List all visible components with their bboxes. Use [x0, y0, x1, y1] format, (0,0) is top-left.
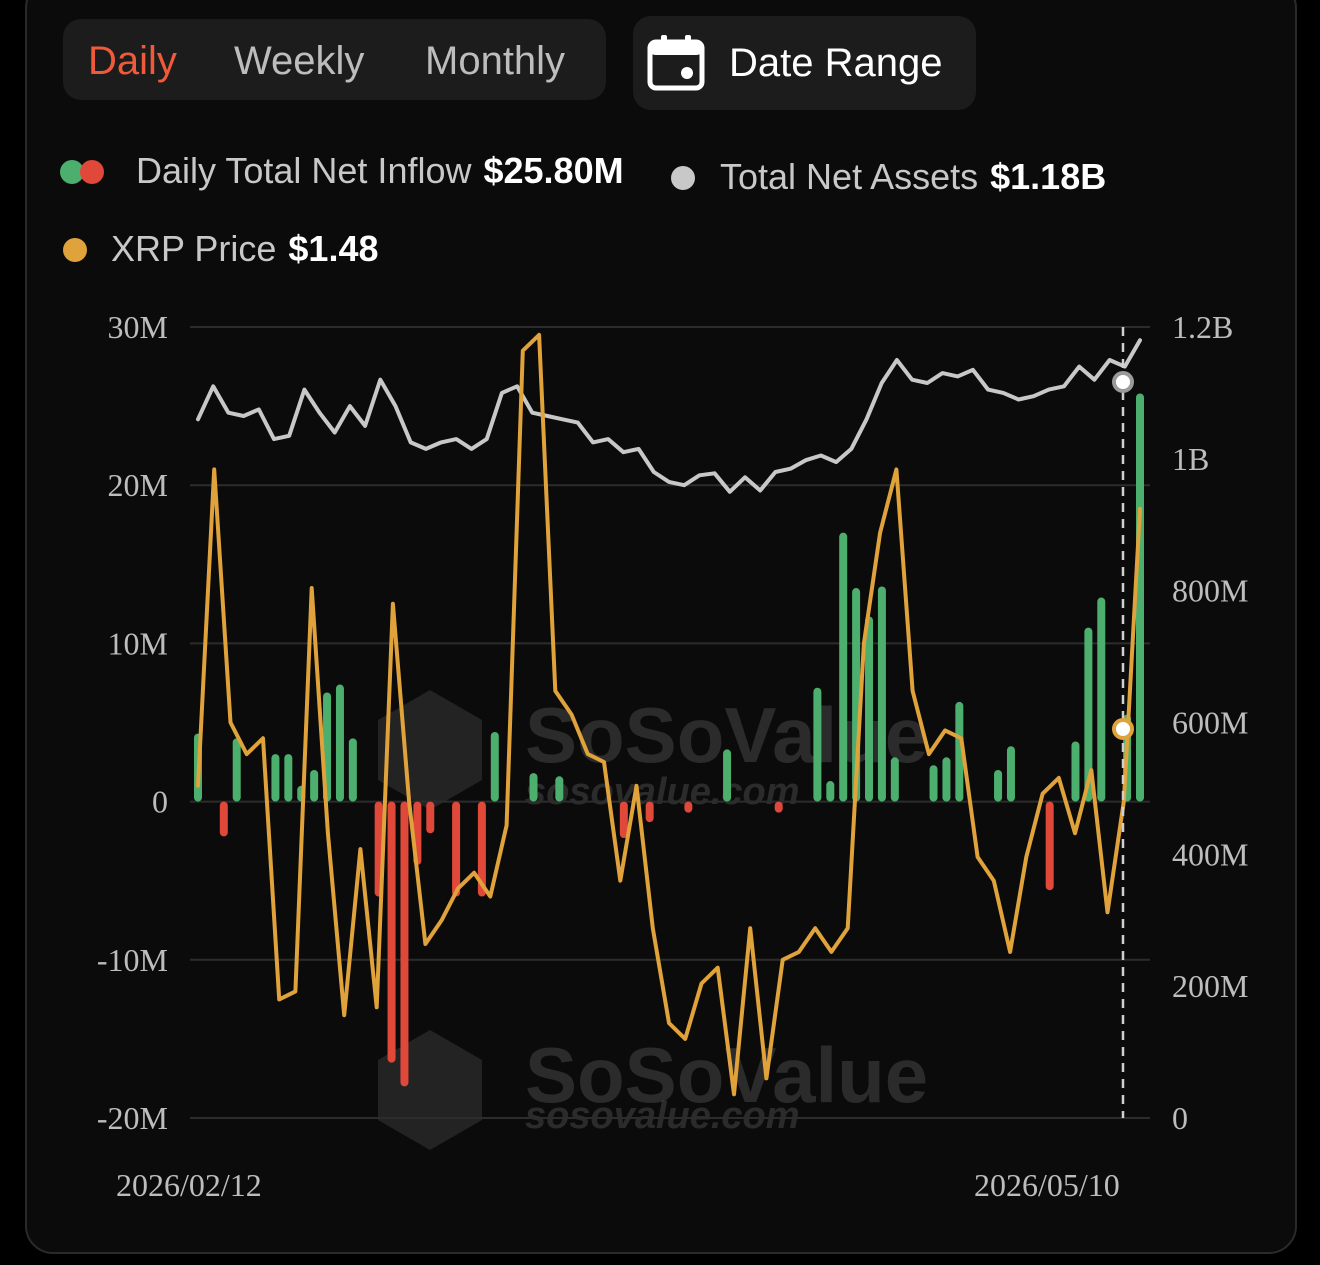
inflow-bar — [865, 616, 874, 802]
left-tick-label: 20M — [108, 467, 168, 503]
legend-price-value: $1.48 — [288, 228, 379, 269]
legend-assets: Total Net Assets $1.18B — [720, 156, 1106, 198]
inflow-bars — [193, 393, 1145, 1087]
left-tick-label: -10M — [97, 942, 168, 978]
right-tick-label: 1.2B — [1172, 309, 1233, 345]
calendar-icon — [647, 35, 705, 91]
price-line — [196, 332, 1142, 1097]
inflow-bar — [619, 801, 628, 838]
inflow-bar — [400, 801, 409, 1087]
tab-daily[interactable]: Daily — [88, 39, 177, 83]
inflow-bar — [826, 781, 835, 802]
inflow-bar — [1135, 393, 1145, 802]
assets-marker — [1112, 371, 1134, 393]
period-selector: Daily Weekly Monthly — [63, 19, 606, 100]
inflow-bar — [284, 754, 293, 802]
price-polyline — [196, 332, 1142, 1097]
legend-inflow-value: $25.80M — [483, 150, 624, 191]
inflow-bar — [723, 749, 732, 802]
assets-dot — [671, 166, 695, 190]
legend-price-label: XRP Price — [111, 228, 277, 269]
right-tick-label: 400M — [1172, 836, 1248, 872]
right-tick-label: 1B — [1172, 441, 1209, 477]
inflow-bar — [813, 687, 822, 802]
legend-inflow: Daily Total Net Inflow $25.80M — [136, 150, 624, 192]
inflow-bar — [490, 731, 499, 802]
inflow-bar — [890, 757, 899, 802]
gridlines — [190, 326, 1150, 1119]
left-tick-label: -20M — [97, 1100, 168, 1136]
inflow-bar — [1097, 597, 1106, 802]
right-axis: 1.2B 1B 800M 600M 400M 200M 0 — [1172, 309, 1248, 1136]
legend-assets-value: $1.18B — [990, 156, 1107, 197]
price-dot — [63, 238, 87, 262]
inflow-bar — [271, 754, 280, 802]
inflow-bar — [774, 801, 783, 813]
left-tick-label: 30M — [108, 309, 168, 345]
right-tick-label: 800M — [1172, 573, 1248, 609]
left-tick-label: 0 — [152, 784, 168, 820]
inflow-bar — [1084, 627, 1093, 802]
tab-monthly[interactable]: Monthly — [425, 39, 566, 83]
date-range-button[interactable]: Date Range — [633, 16, 976, 110]
watermark-url: sosovalue.com — [525, 1095, 800, 1137]
right-tick-label: 200M — [1172, 968, 1248, 1004]
inflow-bar — [1071, 741, 1080, 802]
inflow-bar — [684, 801, 693, 813]
inflow-bar — [877, 586, 886, 802]
tab-weekly[interactable]: Weekly — [234, 39, 365, 83]
x-end-label: 2026/05/10 — [974, 1167, 1120, 1203]
assets-polyline — [196, 338, 1142, 494]
inflow-bar — [477, 801, 486, 897]
inflow-bar — [426, 801, 435, 834]
inflow-bar — [942, 757, 951, 802]
inflow-bar — [555, 776, 564, 802]
x-start-label: 2026/02/12 — [116, 1167, 262, 1203]
inflow-bar — [310, 769, 319, 802]
price-marker — [1112, 718, 1134, 740]
right-tick-label: 0 — [1172, 1100, 1188, 1136]
left-axis: 30M 20M 10M 0 -10M -20M — [97, 309, 168, 1136]
inflow-bar — [387, 801, 396, 1063]
inflow-bar — [645, 801, 654, 823]
right-tick-label: 600M — [1172, 705, 1248, 741]
crosshair — [1112, 327, 1134, 1118]
inflow-bar — [335, 684, 344, 802]
inflow-bar — [219, 801, 228, 837]
legend-inflow-label: Daily Total Net Inflow — [136, 150, 472, 191]
inflow-bar — [839, 532, 848, 802]
inflow-bar — [955, 701, 964, 802]
assets-line — [196, 338, 1142, 494]
inflow-bar — [232, 738, 241, 802]
watermark-logo-icon — [378, 690, 482, 810]
inflow-bar — [994, 769, 1003, 802]
chart-card — [25, 0, 1297, 1254]
watermark-url: sosovalue.com — [525, 771, 800, 813]
legend-price: XRP Price $1.48 — [111, 228, 379, 270]
inflow-bar — [529, 773, 538, 802]
inflow-bar — [1045, 801, 1054, 891]
inflow-bar — [348, 738, 357, 802]
left-tick-label: 10M — [108, 625, 168, 661]
date-range-label: Date Range — [729, 41, 943, 85]
inflow-bar — [1006, 746, 1015, 802]
inflow-bar — [452, 801, 461, 897]
inflow-negative-dot — [80, 160, 104, 184]
inflow-bar — [929, 765, 938, 802]
legend-assets-label: Total Net Assets — [720, 156, 979, 197]
